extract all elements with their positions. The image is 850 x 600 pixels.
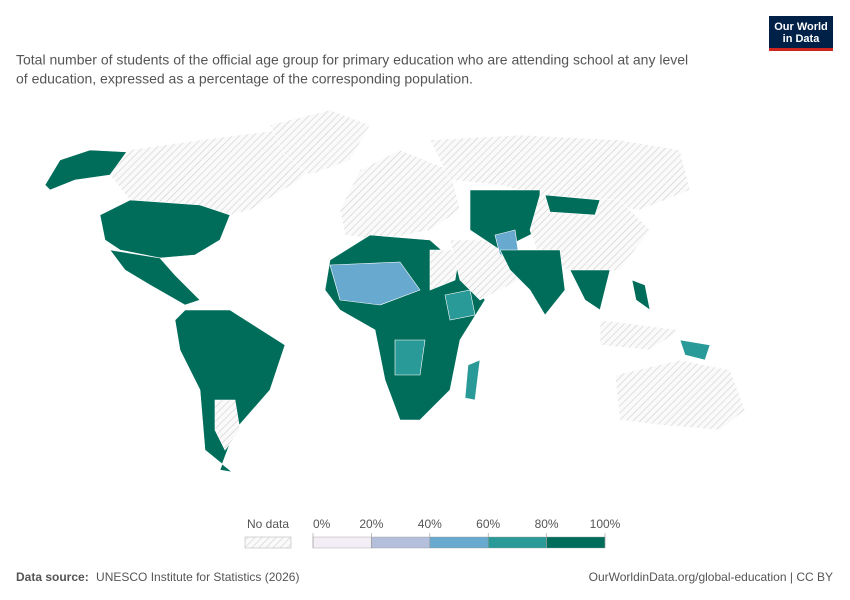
legend: No data 0% 20% 40% 60% 80% 100%	[244, 517, 621, 549]
logo-bar	[769, 48, 833, 51]
region	[214, 399, 241, 451]
region	[679, 339, 711, 361]
footer-link[interactable]: OurWorldinData.org/global-education | CC…	[589, 570, 833, 584]
logo[interactable]: Our World in Data	[774, 21, 828, 45]
logo-line[interactable]: Our World	[774, 21, 828, 33]
legend-no-data-swatch	[244, 536, 292, 549]
legend-bin	[429, 536, 489, 549]
region	[174, 309, 286, 473]
region	[429, 249, 461, 291]
region	[599, 319, 681, 351]
legend-no-data: No data	[247, 517, 289, 531]
region	[614, 359, 746, 431]
region	[429, 134, 691, 211]
legend-tick-label: 40%	[418, 517, 442, 531]
legend-tick-label: 100%	[590, 517, 621, 531]
region	[569, 269, 611, 311]
legend-bin	[312, 536, 372, 549]
logo-line[interactable]: in Data	[783, 33, 821, 45]
subtitle: of education, expressed as a percentage …	[16, 71, 473, 87]
region	[109, 249, 201, 306]
legend-tick-label: 60%	[476, 517, 500, 531]
legend-bin	[488, 536, 547, 549]
legend-bin	[371, 536, 430, 549]
subtitle: Total number of students of the official…	[16, 52, 688, 68]
region	[339, 149, 461, 241]
legend-bin	[546, 536, 606, 549]
region	[329, 261, 421, 306]
region	[499, 249, 566, 316]
logo-box[interactable]	[769, 16, 833, 50]
region	[469, 189, 541, 251]
region	[631, 279, 651, 311]
world-map	[44, 109, 746, 473]
region	[544, 194, 601, 216]
legend-tick-label: 20%	[359, 517, 383, 531]
region	[464, 359, 481, 401]
region	[99, 199, 231, 259]
legend-tick-label: 0%	[313, 517, 331, 531]
footer-source: Data source: UNESCO Institute for Statis…	[16, 570, 299, 584]
region	[394, 339, 426, 376]
region	[444, 289, 476, 321]
source: UNESCO Institute for Statistics (2026)	[96, 570, 299, 584]
source-label: Data source:	[16, 570, 89, 584]
region	[269, 109, 371, 176]
legend-tick-label: 80%	[535, 517, 559, 531]
